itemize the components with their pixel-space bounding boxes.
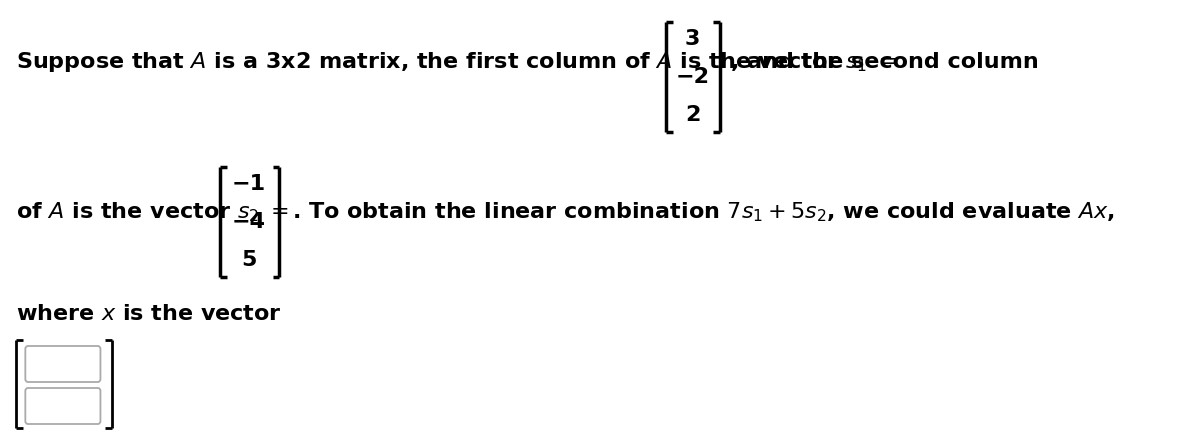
- Text: −1: −1: [232, 174, 266, 194]
- Text: 5: 5: [241, 250, 257, 270]
- FancyBboxPatch shape: [25, 346, 101, 382]
- Text: Suppose that $\mathit{A}$ is a 3x2 matrix, the first column of $\mathit{A}$ is t: Suppose that $\mathit{A}$ is a 3x2 matri…: [16, 50, 896, 74]
- Text: 3: 3: [685, 29, 701, 49]
- Text: 2: 2: [685, 105, 701, 125]
- Text: −4: −4: [232, 212, 266, 232]
- Text: of $\mathit{A}$ is the vector $\mathit{s}_2\ =$: of $\mathit{A}$ is the vector $\mathit{s…: [16, 200, 289, 224]
- Text: . To obtain the linear combination $7\mathit{s}_1 + 5\mathit{s}_2$, we could eva: . To obtain the linear combination $7\ma…: [292, 200, 1115, 224]
- Text: where $\mathit{x}$ is the vector: where $\mathit{x}$ is the vector: [16, 304, 282, 324]
- Text: −2: −2: [676, 67, 709, 87]
- FancyBboxPatch shape: [25, 388, 101, 424]
- Text: , and the second column: , and the second column: [731, 52, 1039, 72]
